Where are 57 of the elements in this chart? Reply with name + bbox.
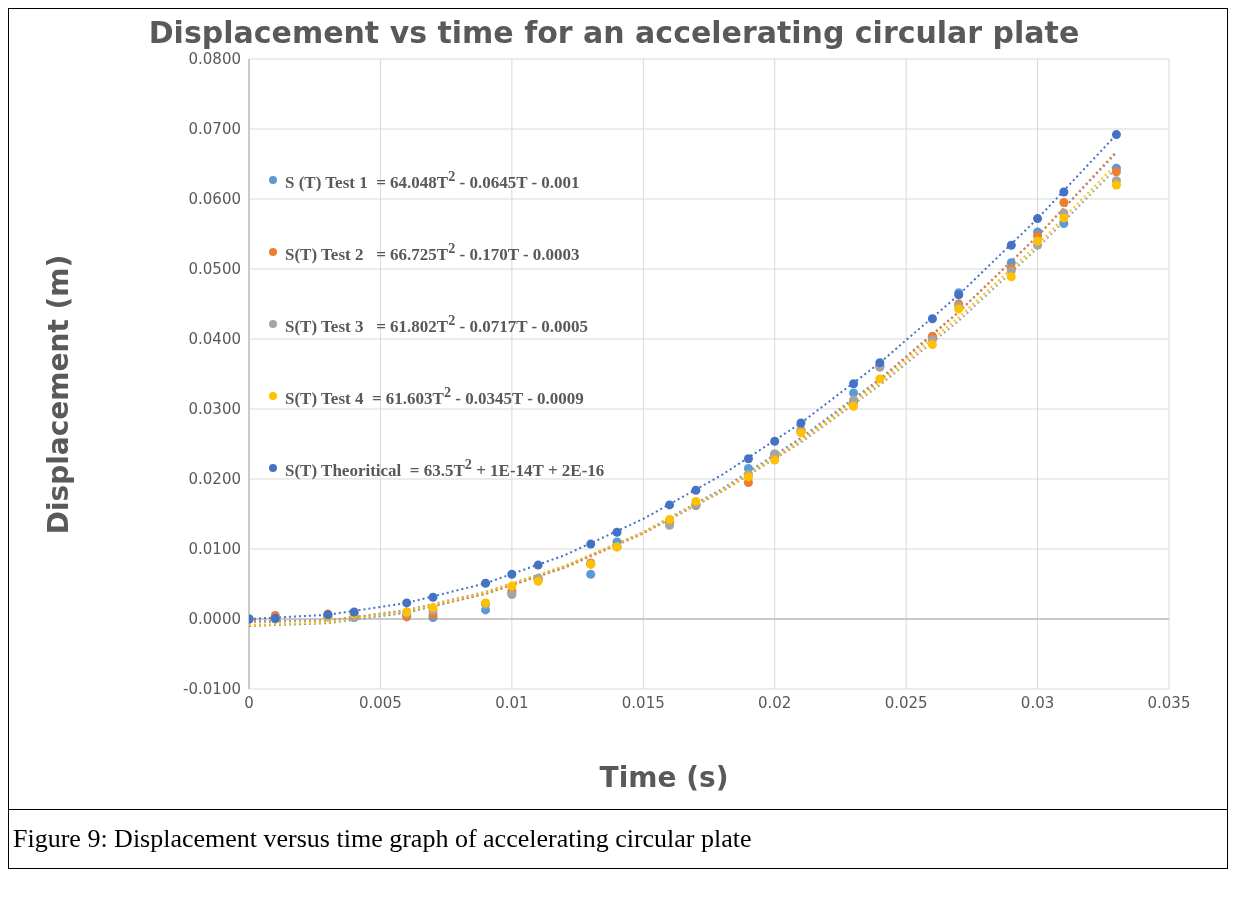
x-axis-title: Time (s) [598, 761, 730, 794]
point [481, 578, 491, 588]
point [770, 436, 780, 446]
point [796, 418, 806, 428]
point [1059, 187, 1069, 197]
point [586, 569, 596, 579]
y-tick-label: 0.0000 [188, 610, 241, 629]
point [586, 539, 596, 549]
legend-label: S(T) Test 2 = 66.725T$^{2}$ - 0.170T - 0.0003 [285, 239, 580, 265]
y-tick-label: 0.0800 [188, 50, 241, 69]
point [428, 592, 438, 602]
point [1111, 167, 1121, 177]
y-tick-label: 0.0400 [188, 330, 241, 349]
point [402, 598, 412, 608]
x-tick-label: 0.025 [884, 693, 928, 712]
point [1033, 236, 1043, 246]
y-tick-label: 0.0500 [188, 260, 241, 279]
x-tick-label: 0.015 [621, 693, 665, 712]
chart-title: Displacement vs time for an accelerating circular plate [147, 15, 1081, 50]
legend-label: S(T) Theoritical = 63.5T$^{2}$ + 1E-14T + 2E-16 [285, 455, 605, 481]
point [770, 455, 780, 465]
point [1059, 213, 1069, 223]
point [875, 374, 885, 384]
point [1033, 214, 1043, 224]
point [849, 401, 859, 411]
legend-label: S (T) Test 1 = 64.048T$^{2}$ - 0.0645T - 0.001 [285, 167, 580, 193]
point [849, 379, 859, 389]
point [1006, 272, 1016, 282]
point [743, 454, 753, 464]
point [507, 569, 517, 579]
point [1059, 197, 1069, 208]
point [1111, 130, 1121, 140]
y-axis-title: Displacement (m) [42, 254, 76, 534]
x-tick-label: 0.005 [358, 693, 402, 712]
x-tick-label: 0.035 [1147, 693, 1191, 712]
y-tick-label: 0.0700 [188, 120, 241, 139]
legend-label: S(T) Test 4 = 61.603T$^{2}$ - 0.0345T - 0.0009 [285, 383, 584, 409]
legend-label: S(T) Test 3 = 61.802T$^{2}$ - 0.0717T - 0.0005 [285, 311, 589, 337]
point [691, 485, 701, 495]
y-tick-label: -0.0100 [183, 680, 241, 699]
y-tick-label: 0.0100 [188, 540, 241, 559]
point [533, 560, 543, 570]
y-tick-label: 0.0600 [188, 190, 241, 209]
x-tick-label: 0.02 [758, 693, 792, 712]
x-tick-label: 0 [244, 693, 254, 712]
point [927, 340, 937, 350]
point [927, 314, 937, 324]
y-tick-label: 0.0300 [188, 400, 241, 419]
point [612, 527, 622, 537]
x-tick-label: 0.01 [495, 693, 529, 712]
y-tick-label: 0.0200 [188, 470, 241, 489]
caption: Figure 9: Displacement versus time graph of accelerating circular plate [9, 809, 1227, 868]
point [1111, 180, 1121, 190]
x-tick-label: 0.03 [1020, 693, 1055, 712]
point [1006, 240, 1016, 250]
point [665, 500, 675, 510]
point [507, 581, 517, 591]
